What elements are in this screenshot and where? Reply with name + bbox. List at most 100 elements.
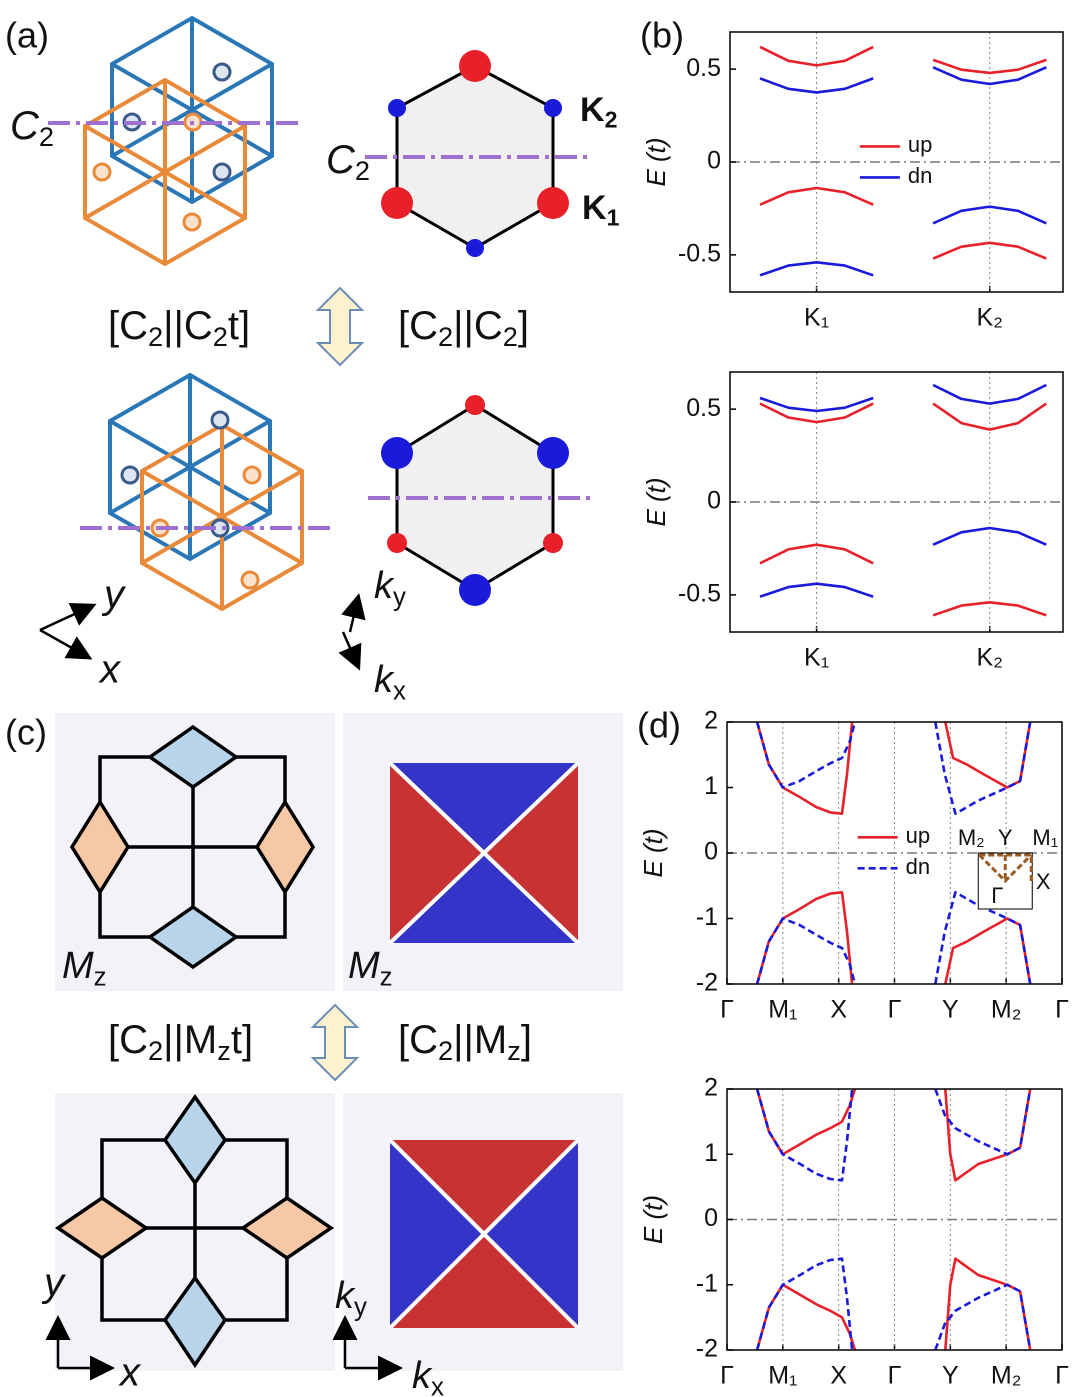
subscript: 2 [503,321,518,352]
subscript: y [393,583,406,611]
double-arrow [315,286,365,367]
axes-arrows-c [45,1315,403,1381]
label-part: ||M [453,1018,507,1062]
y-tick-label: 0 [704,838,718,866]
inset-label: X [1036,869,1051,894]
chart: E (t) K₁ K₂ -0.5 0 0.5 [641,371,1064,672]
x-tick-label: Y [942,1362,959,1390]
subscript: y [354,1293,367,1321]
legend-label: dn [906,854,930,879]
legend-label: up [908,132,932,157]
subscript: z [380,963,393,991]
y-tick-label: 1 [704,772,718,800]
axis-name: y [101,573,127,617]
x-tick-label: Γ [720,1362,734,1390]
subscript: 2 [148,321,163,352]
y-tick-label: -2 [696,1335,718,1363]
y-axis-label: E (t) [638,1195,668,1244]
bz-a-bottom [368,395,590,606]
label-part: k [412,1355,433,1397]
panel-label: (c) [5,712,47,753]
y-tick-label: 2 [704,707,718,735]
rich-label: Mz [348,945,393,991]
series-line [759,45,1047,260]
x-tick-label: X [830,1362,847,1390]
rich-label: [C2||Mzt] [108,1018,253,1067]
x-tick-label: M₁ [768,1362,797,1390]
label-part: K [582,189,607,227]
legend-label: dn [908,163,932,188]
subscript: 2 [438,1035,453,1066]
label-part: t] [228,304,250,348]
plot-frame [729,371,1064,633]
y-tick-label: -0.5 [678,239,721,267]
bz-a-top [365,50,590,257]
x-tick-label: Γ [1055,1362,1069,1390]
x-tick-label: M₁ [768,996,797,1024]
y-tick-label: 2 [704,1074,718,1102]
y-axis-label: E (t) [641,477,671,526]
label-part: C [326,138,356,182]
subscript: 2 [605,107,618,133]
label-part: ] [521,1018,532,1062]
label-part: k [335,1275,356,1317]
rich-label: C2 [326,138,370,187]
inset-label: Y [998,825,1013,850]
rich-label: [C2||Mz] [398,1018,532,1067]
rich-label: [C2||C2t] [108,304,250,353]
lattice-a-top [48,15,302,267]
y-tick-label: 1 [704,1139,718,1167]
x-tick-label: M₂ [991,996,1022,1024]
lattice-a-bottom [80,372,335,612]
subscript: 1 [607,205,620,231]
subscript: 2 [148,1035,163,1066]
axes-arrows-a [39,593,366,671]
inset-label: M₂ [958,825,985,850]
subscript: 2 [213,321,228,352]
label-part: k [374,565,395,607]
x-tick-label: M₂ [991,1362,1022,1390]
lattice-c [54,713,623,1371]
rich-label: ky [335,1275,367,1321]
label-part: K [580,91,605,129]
axis-name: y [41,1261,67,1305]
x-tick-label: K₁ [804,644,829,672]
label-part: M [348,945,380,987]
subscript: z [94,963,107,991]
y-tick-label: 0.5 [686,394,721,422]
subscript: 2 [438,321,453,352]
x-tick-label: Γ [1055,996,1069,1024]
series-line [759,402,1048,617]
label-part: t] [231,1018,253,1062]
label-part: k [374,659,395,701]
y-axis-label: E (t) [638,828,668,877]
axis-name: x [118,1351,142,1395]
x-tick-label: K₂ [977,304,1003,332]
x-tick-label: Γ [888,996,902,1024]
inset-label: Γ [991,883,1003,908]
label-part: [C [398,1018,438,1062]
y-tick-label: -2 [696,969,718,997]
subscript: x [393,677,406,705]
label-part: [C [398,304,438,348]
y-tick-label: -1 [696,903,718,931]
label-part: ] [518,304,529,348]
y-tick-label: -1 [696,1269,718,1297]
plot-frame [729,31,1064,293]
panel-label: (a) [5,15,49,56]
rich-label: kx [374,659,406,705]
label-part: ||M [163,1018,217,1062]
inset-label: M₁ [1032,825,1058,850]
x-tick-label: K₁ [804,304,829,332]
x-tick-label: Y [942,996,959,1024]
rich-label: [C2||C2] [398,304,529,353]
subscript: 2 [355,155,370,186]
rich-label: ky [374,565,406,611]
y-tick-label: -0.5 [678,579,721,607]
label-part: C [10,104,40,148]
subscript: x [431,1373,444,1397]
series-line [755,1089,1032,1350]
